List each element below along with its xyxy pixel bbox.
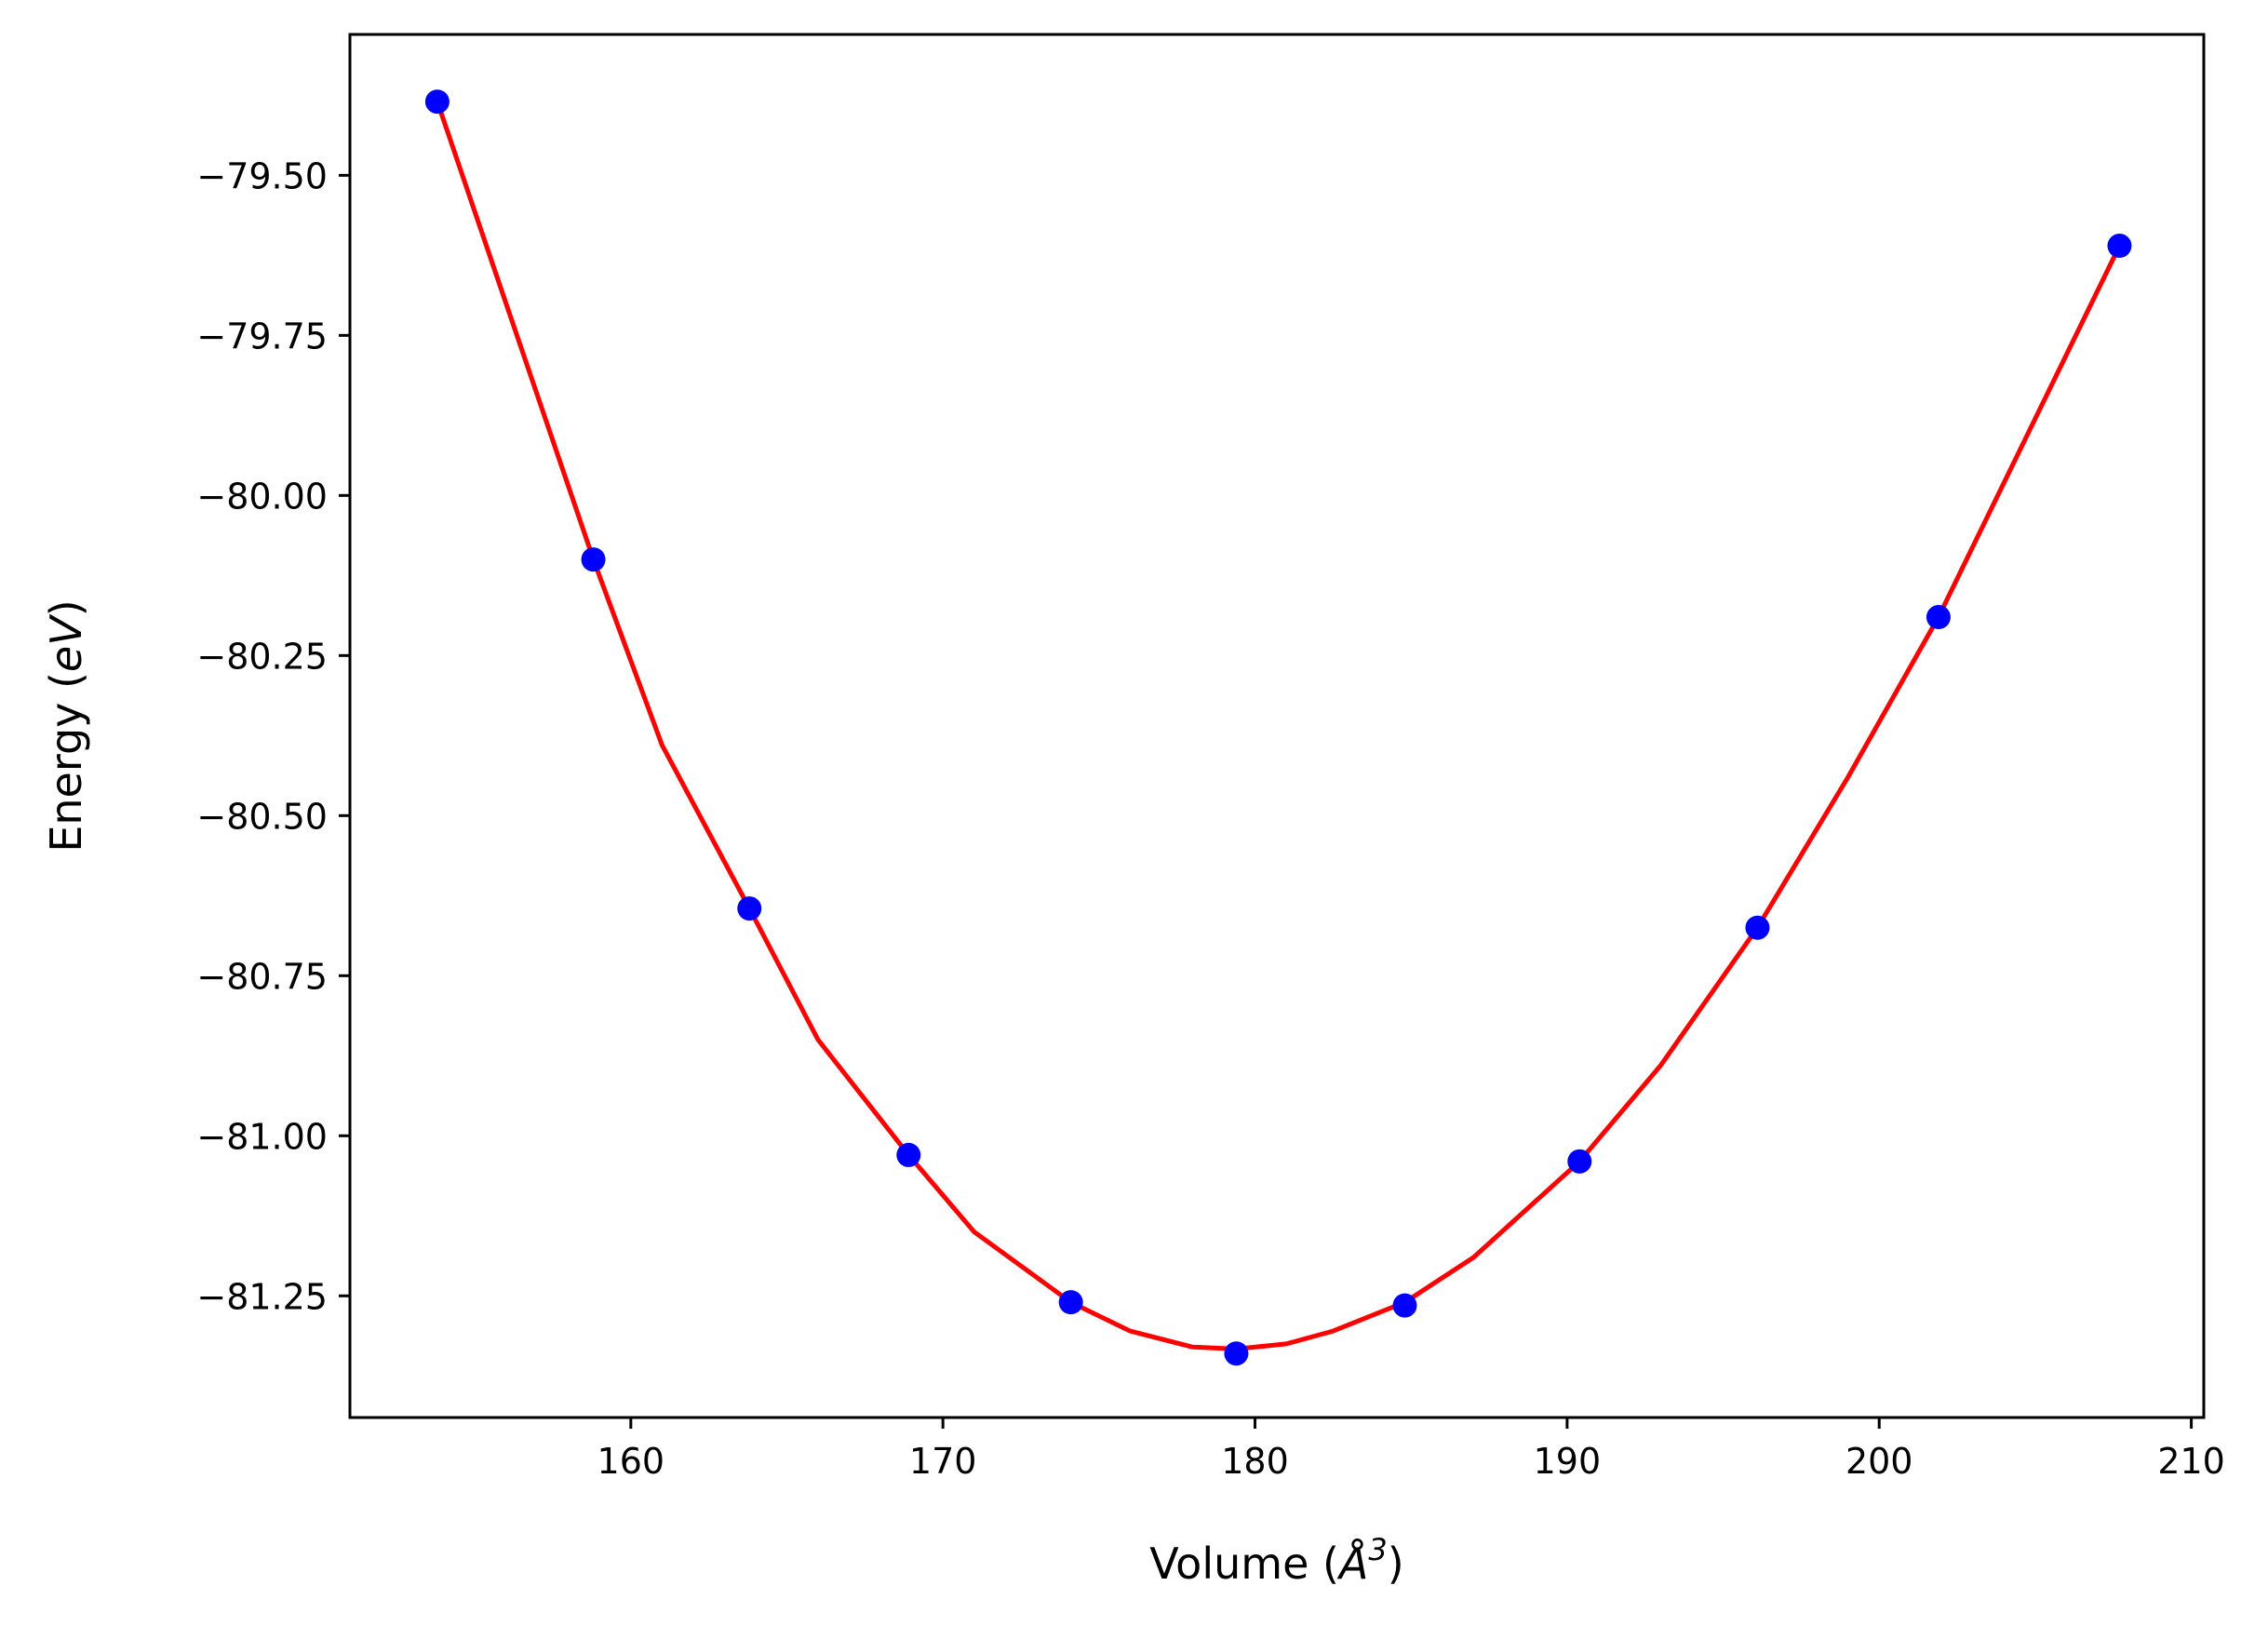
y-tick-label: −80.75 bbox=[196, 956, 328, 997]
x-tick-label: 210 bbox=[2157, 1441, 2225, 1482]
x-axis: 160 170 180 190 200 210 bbox=[597, 1418, 2225, 1482]
x-tick-label: 180 bbox=[1221, 1441, 1289, 1482]
data-point bbox=[1745, 915, 1770, 940]
data-point bbox=[737, 896, 762, 921]
data-point bbox=[424, 89, 450, 114]
data-point bbox=[1392, 1293, 1417, 1318]
y-tick-label: −80.25 bbox=[196, 636, 328, 677]
data-point bbox=[1058, 1290, 1083, 1315]
data-point bbox=[1926, 605, 1951, 630]
x-tick-label: 160 bbox=[597, 1441, 665, 1482]
x-tick-label: 170 bbox=[909, 1441, 977, 1482]
x-axis-label: Volume (Å3) bbox=[1149, 1532, 1403, 1589]
y-tick-label: −79.75 bbox=[196, 316, 328, 356]
fit-curve bbox=[435, 101, 2122, 1351]
x-tick-label: 190 bbox=[1534, 1441, 1602, 1482]
plot-frame bbox=[348, 33, 2206, 1419]
data-point bbox=[896, 1142, 921, 1167]
plot-area bbox=[424, 89, 2132, 1366]
y-tick-label: −80.00 bbox=[196, 476, 328, 517]
data-point bbox=[2107, 234, 2132, 259]
y-tick-label: −81.25 bbox=[196, 1276, 328, 1317]
data-point bbox=[581, 547, 606, 572]
data-point bbox=[1224, 1341, 1249, 1366]
x-tick-label: 200 bbox=[1845, 1441, 1913, 1482]
y-axis: −79.50 −79.75 −80.00 −80.25 −80.50 −80.75 −81.… bbox=[196, 155, 350, 1317]
y-tick-label: −79.50 bbox=[196, 155, 328, 196]
y-tick-label: −81.00 bbox=[196, 1116, 328, 1157]
y-axis-label: Energy (eV) bbox=[41, 599, 91, 852]
y-tick-label: −80.50 bbox=[196, 796, 328, 837]
data-point bbox=[1567, 1149, 1592, 1174]
